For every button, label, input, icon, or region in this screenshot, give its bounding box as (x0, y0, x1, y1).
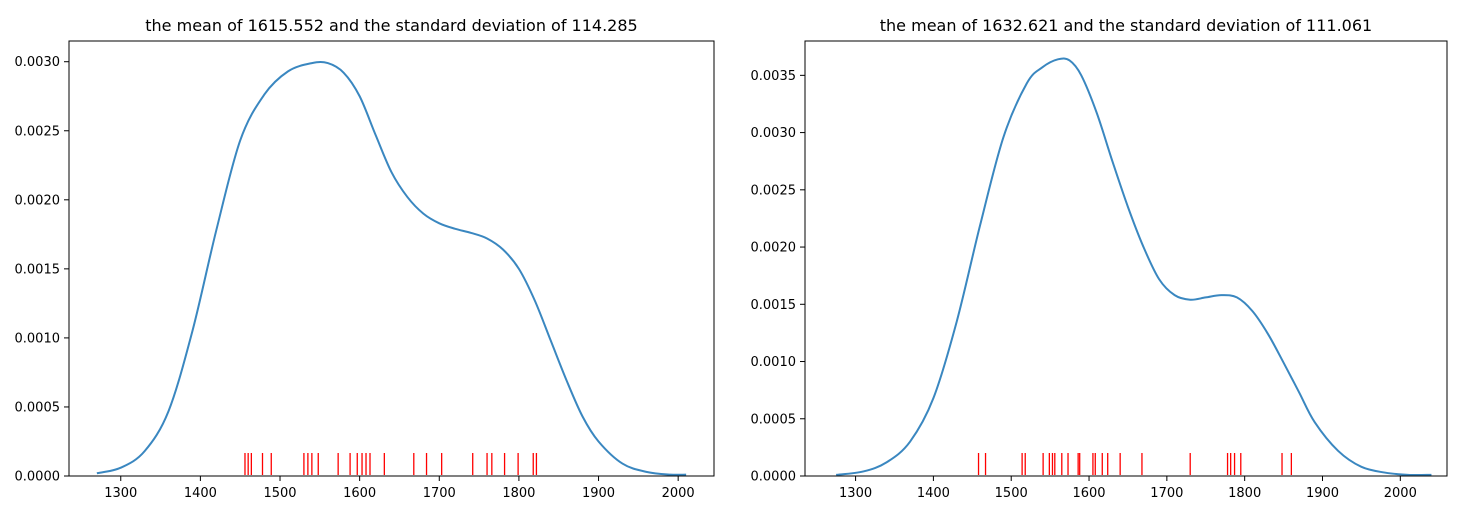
kde-curve (836, 57, 1432, 477)
kde-chart-left: the mean of 1615.552 and the standard de… (15, 16, 715, 501)
y-tick-label: 0.0025 (751, 183, 797, 198)
x-tick-label: 1300 (839, 486, 872, 501)
y-tick-label: 0.0000 (751, 470, 797, 485)
y-tick-label: 0.0015 (15, 262, 61, 277)
x-tick-label: 1500 (263, 486, 296, 501)
x-tick-label: 1800 (1228, 486, 1261, 501)
x-tick-label: 1600 (343, 486, 376, 501)
x-tick-label: 2000 (1384, 486, 1417, 501)
x-tick-label: 1700 (1150, 486, 1183, 501)
y-tick-label: 0.0020 (15, 193, 61, 208)
y-tick-label: 0.0005 (15, 400, 61, 415)
y-tick-label: 0.0035 (751, 69, 797, 84)
x-tick-label: 1800 (502, 486, 535, 501)
x-tick-label: 2000 (662, 486, 695, 501)
y-tick-label: 0.0015 (751, 298, 797, 313)
x-tick-label: 1900 (582, 486, 615, 501)
x-tick-label: 1300 (104, 486, 137, 501)
x-tick-label: 1900 (1306, 486, 1339, 501)
y-tick-label: 0.0025 (15, 124, 61, 139)
y-tick-label: 0.0005 (751, 412, 797, 427)
axes-frame (804, 40, 1448, 477)
x-tick-label: 1600 (1072, 486, 1105, 501)
kde-curve (96, 60, 687, 476)
chart-title: the mean of 1615.552 and the standard de… (145, 16, 637, 35)
y-tick-label: 0.0020 (751, 241, 797, 256)
y-tick-label: 0.0030 (751, 126, 797, 141)
y-tick-label: 0.0000 (15, 470, 61, 485)
chart-title: the mean of 1632.621 and the standard de… (880, 16, 1372, 35)
kde-chart-right: the mean of 1632.621 and the standard de… (751, 16, 1448, 501)
axes-frame (68, 40, 715, 477)
x-tick-label: 1400 (184, 486, 217, 501)
x-tick-label: 1700 (423, 486, 456, 501)
y-tick-label: 0.0030 (15, 55, 61, 70)
x-tick-label: 1500 (995, 486, 1028, 501)
y-tick-label: 0.0010 (751, 355, 797, 370)
x-tick-label: 1400 (917, 486, 950, 501)
y-tick-label: 0.0010 (15, 331, 61, 346)
